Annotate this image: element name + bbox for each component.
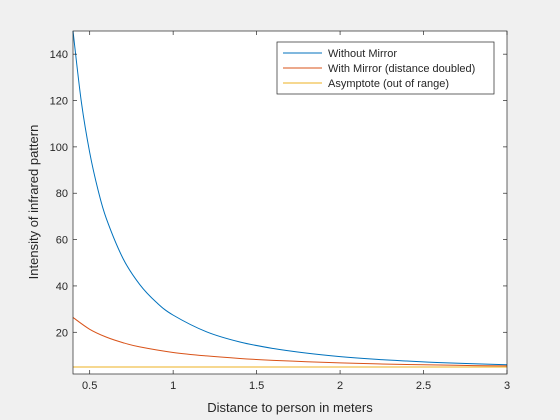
y-axis-label: Intensity of infrared pattern bbox=[26, 125, 41, 280]
y-tick-label: 80 bbox=[56, 188, 68, 200]
series-layer bbox=[72, 30, 508, 368]
legend-label-without-mirror: Without Mirror bbox=[328, 48, 397, 60]
x-tick-label: 1 bbox=[170, 380, 176, 392]
y-tick-label: 60 bbox=[56, 235, 68, 247]
y-tick-label: 100 bbox=[50, 142, 68, 154]
series-line-0 bbox=[72, 30, 508, 366]
y-tick-label: 120 bbox=[50, 96, 68, 108]
x-tick-label: 1.5 bbox=[249, 380, 264, 392]
x-axis-label: Distance to person in meters bbox=[207, 400, 373, 415]
x-tick-label: 0.5 bbox=[82, 380, 97, 392]
x-tick-label: 2 bbox=[337, 380, 343, 392]
x-axis-ticks: 0.5 1 1.5 2 2.5 3 bbox=[82, 31, 510, 392]
y-tick-label: 40 bbox=[56, 281, 68, 293]
axes-box bbox=[72, 30, 508, 375]
x-tick-label: 3 bbox=[504, 380, 510, 392]
legend-label-asymptote: Asymptote (out of range) bbox=[328, 78, 449, 90]
x-tick-label: 2.5 bbox=[416, 380, 431, 392]
legend: Without Mirror With Mirror (distance dou… bbox=[276, 41, 495, 95]
y-tick-label: 20 bbox=[56, 327, 68, 339]
y-axis-ticks: 20 40 60 80 100 120 140 bbox=[50, 49, 507, 339]
series-line-1 bbox=[72, 317, 508, 367]
legend-label-with-mirror: With Mirror (distance doubled) bbox=[328, 63, 475, 75]
y-tick-label: 140 bbox=[50, 49, 68, 61]
